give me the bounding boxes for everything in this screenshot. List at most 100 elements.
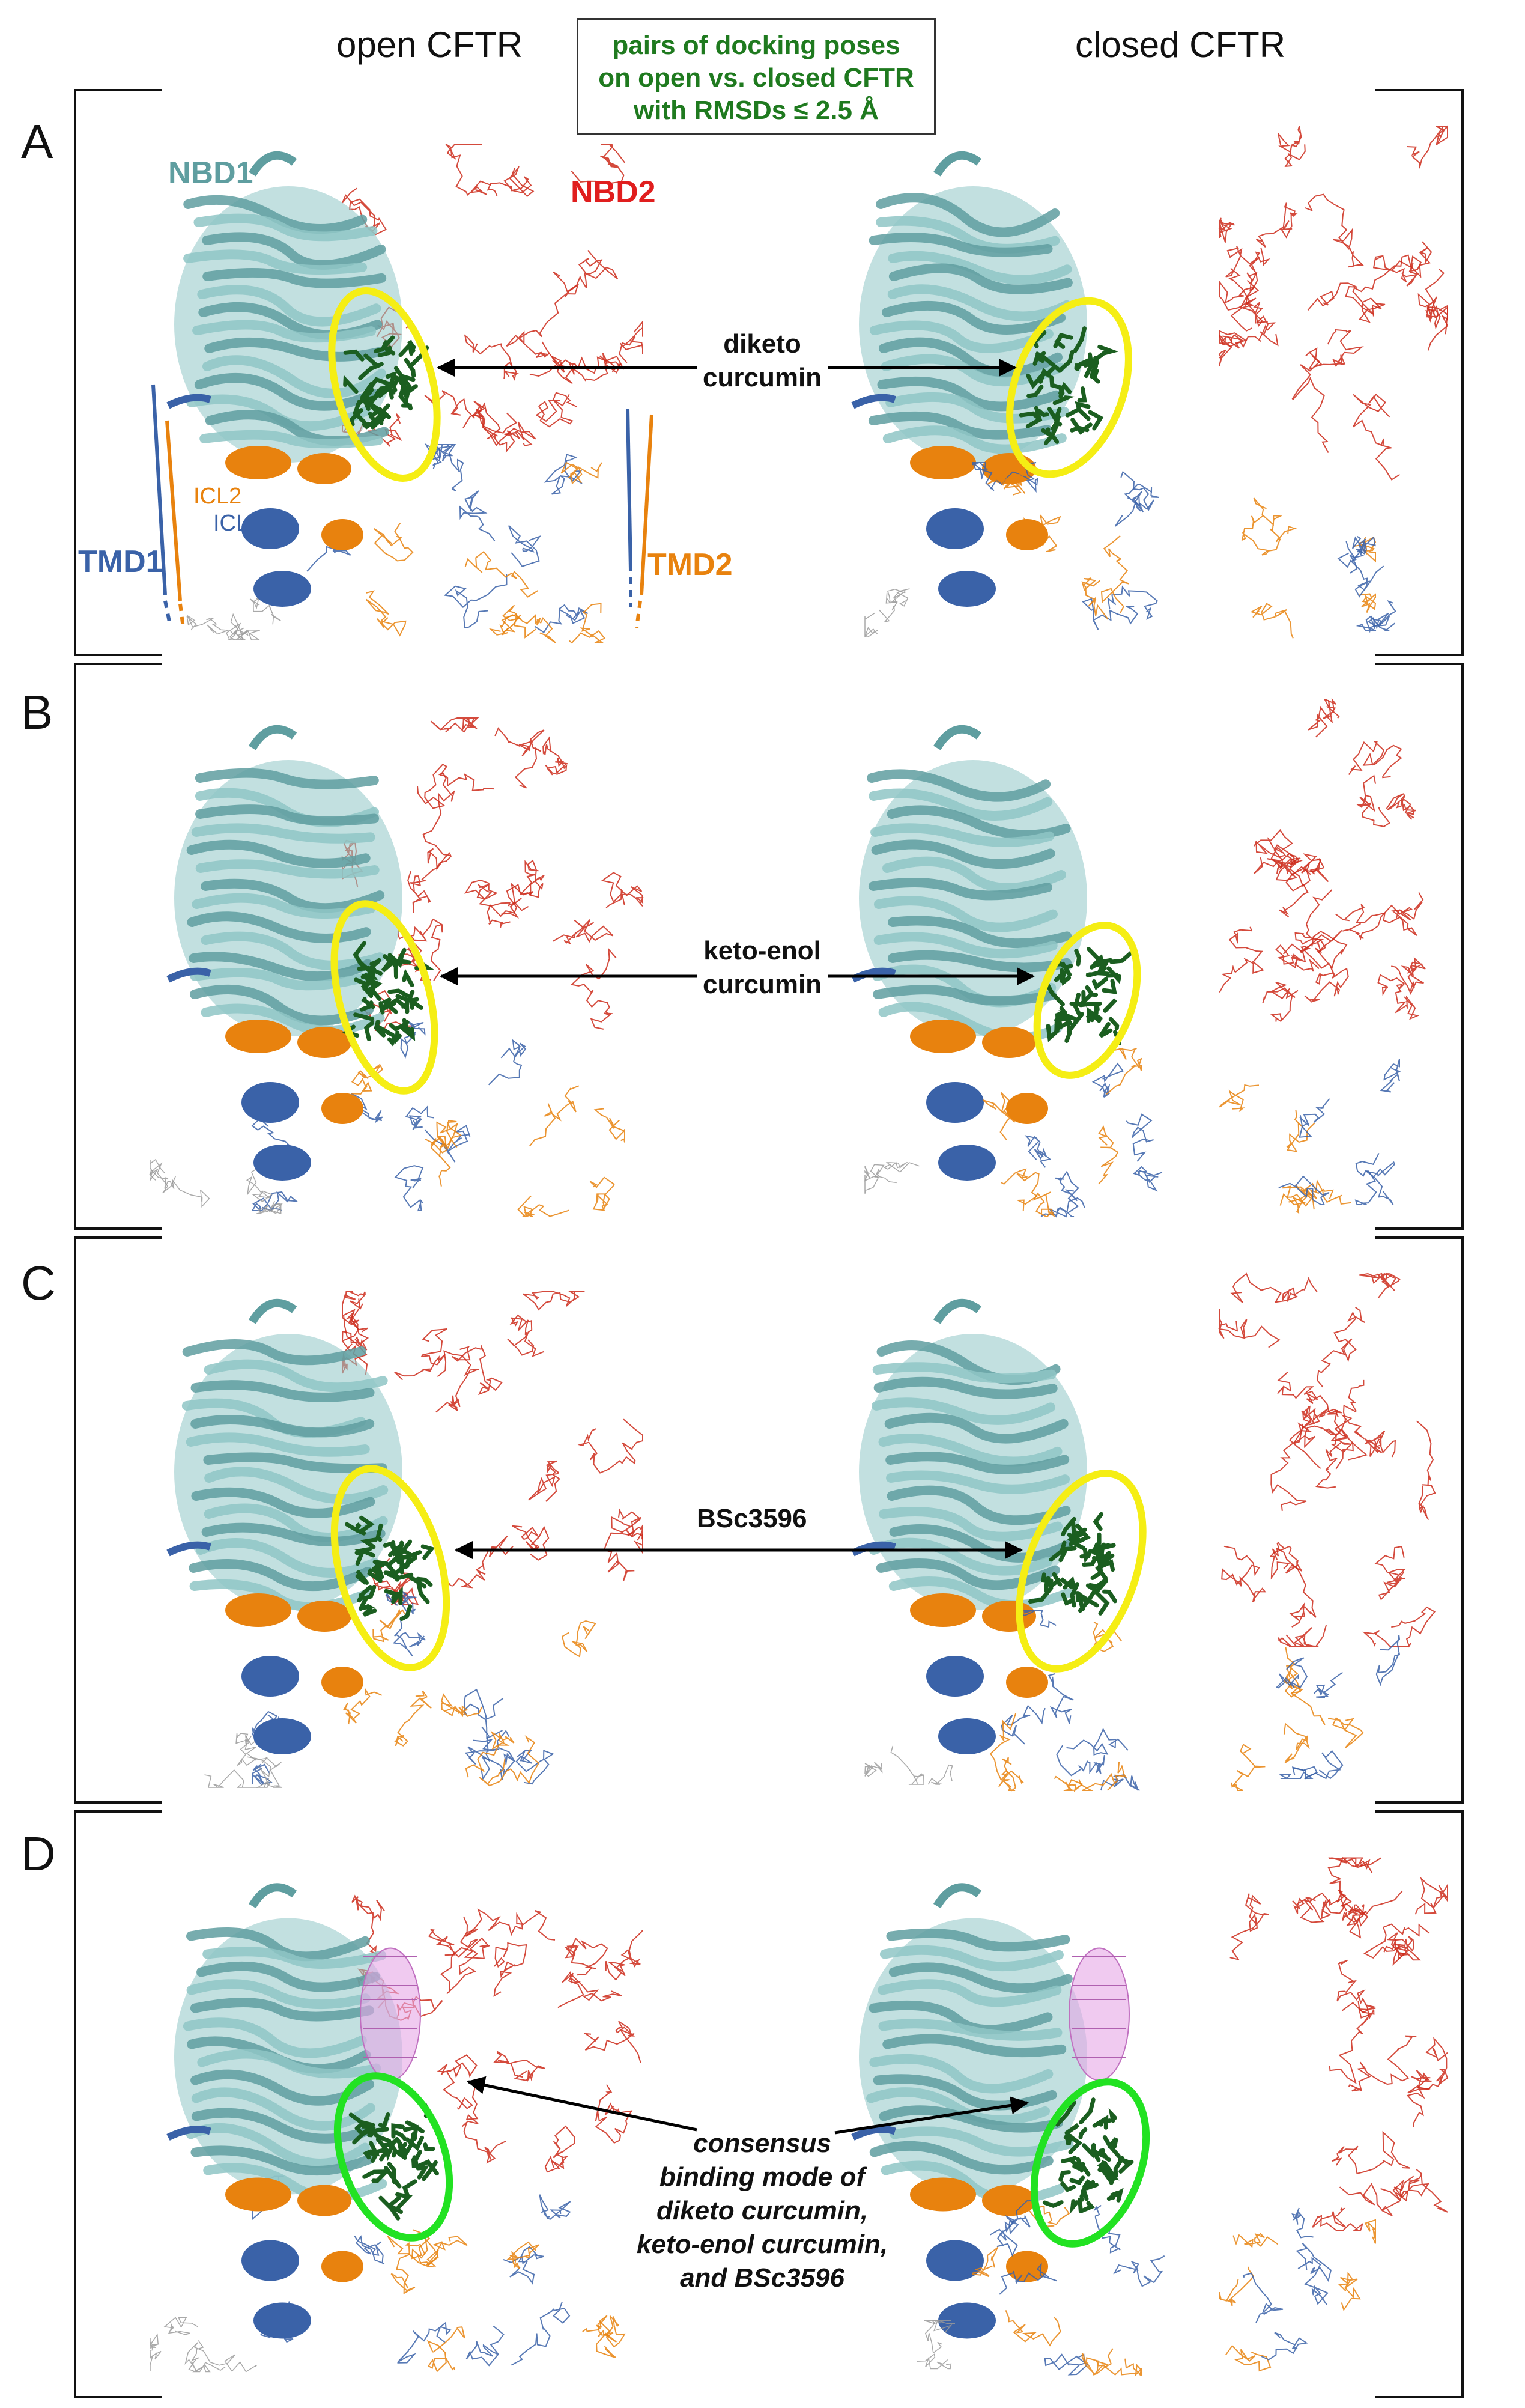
panel-a-closed-ligand bbox=[1051, 415, 1061, 430]
panel-b-open-nbd2-wire bbox=[553, 919, 614, 945]
panel-a-closed-nbd1-strand bbox=[869, 320, 1054, 354]
panel-a-ligand-line-1: diketo bbox=[723, 329, 801, 359]
panel-d-right-tmd2-wire bbox=[1232, 2233, 1278, 2248]
panel-c-closed-nbd1-strand bbox=[878, 1434, 1063, 1467]
panel-c-open-nbd2-wire bbox=[452, 1345, 503, 1396]
panel-b-right-bracket bbox=[1375, 663, 1464, 1230]
panel-b-closed-nbd2-wire bbox=[1386, 793, 1416, 820]
panel-c-closed-ligand bbox=[1052, 1572, 1063, 1587]
panel-b-closed-nbd2-wire bbox=[1219, 926, 1264, 993]
panel-c-closed-icl-orange-helix bbox=[1006, 1667, 1048, 1698]
panel-b-closed-icl-blue-helix bbox=[926, 1082, 984, 1123]
panel-d-closed-ligand bbox=[1100, 2163, 1120, 2181]
panel-a-closed-ligand bbox=[1073, 326, 1087, 354]
panel-a-open-icl-orange-helix bbox=[297, 453, 351, 484]
panel-b-closed-ligand bbox=[1102, 979, 1117, 994]
panel-a-closed-nbd2-wire bbox=[1312, 329, 1364, 368]
panel-d-closed-grey-wire bbox=[917, 2353, 952, 2370]
panel-d-open-ligand bbox=[381, 2138, 399, 2148]
panel-c-open-ligand bbox=[360, 1537, 378, 1549]
panel-d-line-5: and BSc3596 bbox=[680, 2263, 844, 2293]
panel-a-closed-ligand bbox=[1075, 357, 1092, 371]
panel-a-open-nbd2-wire bbox=[619, 320, 643, 363]
panel-a-closed-tmd2-wire bbox=[1100, 535, 1129, 613]
panel-a-open-ligand bbox=[362, 419, 377, 430]
panel-a-closed-ligand bbox=[1084, 352, 1094, 379]
panel-c-open-nbd2-wire bbox=[342, 1291, 366, 1325]
panel-d-closed-ligand bbox=[1079, 2097, 1096, 2124]
panel-d-closed-tmd1-wire bbox=[989, 2219, 1018, 2257]
panel-b-open-ligand bbox=[377, 1023, 395, 1038]
panel-d-open-nbd2-wire bbox=[557, 1971, 623, 2008]
panel-b-open-tmd2-wire bbox=[430, 1120, 462, 1187]
panel-d-open-ligand bbox=[387, 2162, 396, 2185]
panel-a-closed-nbd2-wire bbox=[1307, 282, 1386, 323]
panel-b-open-nbd2-wire bbox=[430, 717, 479, 733]
panel-b-closed-tmd2-wire bbox=[1106, 1047, 1142, 1095]
panel-a-open-nbd2-wire bbox=[506, 283, 580, 359]
panel-d-open-nbd1-strand bbox=[190, 1998, 374, 2022]
panel-d-consensus-label: consensus binding mode of diketo curcumi… bbox=[631, 2127, 894, 2295]
panel-a-open-nbd2-wire bbox=[553, 249, 619, 293]
panel-a-open-ligand bbox=[374, 335, 395, 353]
panel-d-closed-nbd2-wire bbox=[1406, 2070, 1432, 2127]
panel-c-closed-tmd2-wire bbox=[989, 1712, 1017, 1781]
tmd2-blue-line bbox=[626, 408, 632, 571]
panel-d-open-icl-orange-helix bbox=[321, 2251, 363, 2282]
panel-a-closed-nbd2-wire bbox=[1352, 241, 1433, 317]
panel-d-closed-nbd1-strand bbox=[869, 2000, 1053, 2035]
panel-c-open-icl-orange-helix bbox=[297, 1601, 351, 1632]
icl2-line bbox=[165, 420, 182, 601]
panel-c-open-tmd2-wire bbox=[465, 1730, 515, 1778]
panel-a-closed-ligand bbox=[1026, 385, 1044, 398]
panel-b-closed-nbd1-strand bbox=[871, 839, 1055, 869]
panel-d-closed-ligand bbox=[1069, 2175, 1085, 2185]
panel-a-open-nbd1-helix bbox=[248, 151, 297, 177]
panel-d-open-nbd2-wire bbox=[465, 1908, 556, 1941]
panel-a-closed-icl-blue-helix bbox=[926, 508, 984, 549]
panel-d-closed-nbd1-strand bbox=[878, 1979, 1062, 2007]
panel-c-ligand-label: BSc3596 bbox=[691, 1502, 813, 1536]
panel-d-right-bracket bbox=[1375, 1810, 1464, 2398]
panel-c-open-ligand bbox=[370, 1561, 382, 1573]
panel-c-closed-nbd1-strand bbox=[887, 1485, 1071, 1525]
panel-c-open-ligand bbox=[359, 1604, 376, 1610]
panel-a-closed-ligand bbox=[1026, 371, 1046, 389]
panel-d-closed-binding-circle bbox=[1030, 2078, 1150, 2248]
panel-a-closed-grey-wire bbox=[879, 589, 906, 623]
panel-b-open-tmd2-wire bbox=[593, 1108, 625, 1143]
panel-b-closed-icl-orange-helix bbox=[910, 1020, 976, 1053]
panel-d-closed-ligand bbox=[1108, 2137, 1118, 2149]
panel-b-closed-ligand bbox=[1094, 1002, 1100, 1015]
panel-d-open-ligand bbox=[422, 2160, 438, 2181]
panel-c-right-tmd1-wire bbox=[1293, 1750, 1344, 1780]
panel-a-open-tmd1-wire bbox=[437, 444, 464, 491]
panel-d-closed-grey-wire bbox=[924, 2320, 951, 2354]
panel-d-right-tmd1-wire bbox=[1296, 2242, 1332, 2282]
panel-c-open-ligand bbox=[384, 1589, 399, 1600]
panel-d-closed-nbd2-wire bbox=[1339, 2179, 1408, 2216]
panel-d-closed-tmd1-wire bbox=[1093, 2204, 1121, 2254]
panel-c-open-tmd2-wire bbox=[479, 1735, 540, 1787]
panel-d-open-nbd1-strand bbox=[190, 2069, 375, 2106]
panel-a-closed-ligand bbox=[1090, 352, 1105, 365]
panel-a-closed-icl-blue-loop bbox=[851, 394, 896, 409]
panel-b-closed-ligand bbox=[1091, 977, 1108, 990]
panel-c-open-ligand bbox=[391, 1586, 403, 1605]
panel-c-open-nbd1-strand bbox=[204, 1359, 388, 1393]
panel-a-closed-ligand bbox=[1088, 410, 1104, 431]
panel-a-open-tmd2-wire bbox=[464, 550, 539, 598]
panel-c-open-ligand bbox=[388, 1539, 413, 1566]
panel-c-right-tmd1-wire bbox=[1279, 1766, 1318, 1779]
panel-a-closed-nbd2-wire bbox=[1291, 347, 1329, 453]
panel-b-open-tmd2-wire bbox=[529, 1085, 580, 1147]
panel-d-open-grey-wire bbox=[163, 2317, 198, 2335]
panel-a-closed-nbd2-wire bbox=[1255, 202, 1298, 248]
panel-d-closed-ligand bbox=[1099, 2160, 1106, 2171]
panel-a-open-binding-circle bbox=[328, 287, 441, 482]
panel-a-open-ligand bbox=[343, 349, 365, 362]
panel-c-open-tmd2-wire bbox=[440, 1693, 483, 1718]
panel-a-closed-tmd1-wire bbox=[1123, 484, 1159, 512]
panel-b-closed-nbd2-wire bbox=[1335, 904, 1417, 937]
panel-a-open-ligand bbox=[404, 357, 416, 378]
